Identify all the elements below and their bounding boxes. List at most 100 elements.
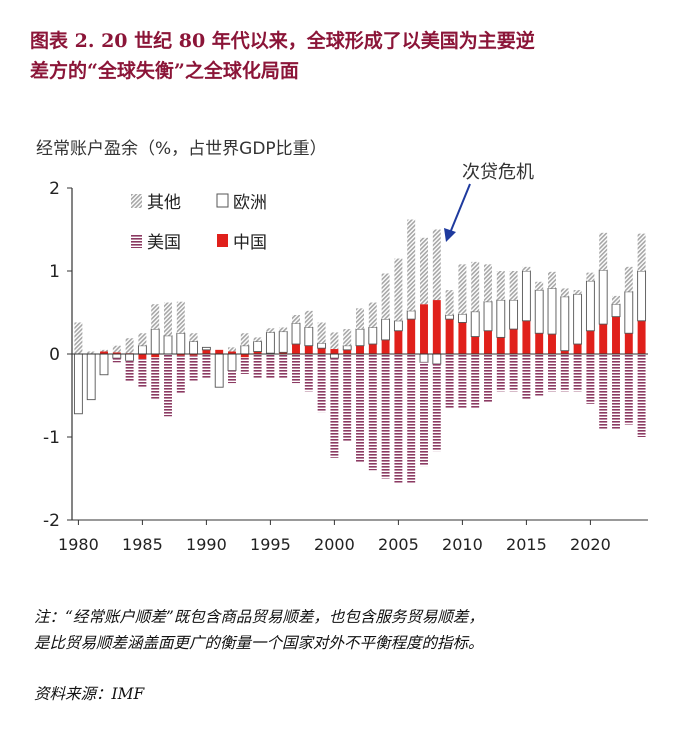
bar-usa-1985 bbox=[138, 358, 147, 389]
y-axis-label: 经常账户盈余（%，占世界GDP比重） bbox=[36, 139, 327, 159]
bar-marks bbox=[73, 219, 647, 483]
bar-china-2017 bbox=[548, 334, 556, 354]
bar-china-1997 bbox=[292, 344, 300, 354]
bar-usa-1987 bbox=[164, 354, 172, 417]
bar-usa-1986 bbox=[151, 357, 160, 399]
figure-title-line1: 图表 2. 20 世纪 80 年代以来，全球形成了以美国为主要逆 bbox=[30, 30, 535, 52]
bar-europe-1986 bbox=[150, 328, 160, 355]
bar-other-1999 bbox=[317, 322, 326, 344]
bar-europe-1995 bbox=[265, 331, 275, 354]
bar-usa-1988 bbox=[176, 355, 185, 394]
bar-china-1999 bbox=[317, 348, 326, 354]
bar-usa-2023 bbox=[624, 354, 633, 425]
bar-other-1998 bbox=[304, 310, 313, 328]
bar-china-2019 bbox=[573, 344, 582, 354]
bar-other-1995 bbox=[266, 328, 275, 333]
bar-europe-1987 bbox=[163, 335, 173, 355]
bar-usa-2001 bbox=[343, 354, 352, 442]
bar-china-2007 bbox=[420, 304, 428, 354]
source-note: 资料来源：IMF bbox=[34, 685, 145, 703]
bar-europe-1980 bbox=[73, 353, 83, 415]
bar-usa-2000 bbox=[330, 358, 339, 458]
bar-other-1984 bbox=[125, 338, 134, 354]
bar-other-2014 bbox=[509, 271, 518, 301]
bar-usa-1983 bbox=[112, 358, 121, 363]
bar-usa-1990 bbox=[202, 354, 211, 379]
bar-usa-2018 bbox=[560, 354, 569, 392]
bar-other-2003 bbox=[368, 302, 377, 328]
bar-china-2016 bbox=[535, 333, 544, 354]
bar-europe-2004 bbox=[381, 318, 391, 341]
bar-europe-2005 bbox=[393, 320, 403, 332]
bar-usa-2019 bbox=[573, 354, 582, 392]
bar-china-2002 bbox=[356, 345, 364, 354]
legend-item-europe: 欧洲 bbox=[216, 193, 267, 213]
subprime-crisis-annotation: 次贷危机 bbox=[444, 162, 534, 242]
bar-europe-2009 bbox=[445, 314, 455, 320]
bar-europe-2007 bbox=[419, 353, 429, 363]
figure-title-line2: 差方的“全球失衡”之全球化局面 bbox=[30, 60, 299, 82]
y-tick-label: -1 bbox=[43, 428, 60, 448]
bar-china-1991 bbox=[215, 349, 224, 354]
bar-europe-1993 bbox=[240, 345, 250, 355]
bar-europe-2014 bbox=[509, 299, 519, 330]
bar-usa-2021 bbox=[599, 354, 608, 429]
bar-europe-2002 bbox=[355, 328, 365, 347]
bar-usa-2020 bbox=[586, 354, 595, 404]
bar-europe-1997 bbox=[291, 322, 301, 345]
bar-other-2015 bbox=[522, 266, 531, 271]
legend-swatch-usa bbox=[131, 234, 142, 248]
bar-china-2024 bbox=[637, 320, 646, 354]
legend-label-china: 中国 bbox=[233, 233, 267, 253]
x-tick-label: 1995 bbox=[250, 535, 291, 554]
bar-other-2020 bbox=[586, 272, 595, 281]
x-tick-label: 1990 bbox=[186, 535, 227, 554]
bar-other-1992 bbox=[228, 347, 236, 352]
legend: 其他 欧洲 美国 中国 bbox=[131, 193, 267, 253]
legend-label-usa: 美国 bbox=[147, 233, 181, 253]
bar-usa-2014 bbox=[509, 354, 518, 392]
bar-china-1990 bbox=[202, 349, 211, 354]
bar-usa-2024 bbox=[637, 354, 646, 437]
bar-other-2010 bbox=[458, 264, 467, 315]
bar-usa-2012 bbox=[484, 354, 492, 403]
bar-europe-1984 bbox=[125, 353, 135, 362]
annotation-arrow-icon bbox=[449, 183, 471, 234]
y-tick-label: 1 bbox=[49, 262, 60, 282]
bar-other-2000 bbox=[330, 332, 339, 350]
bar-europe-1988 bbox=[176, 332, 186, 355]
figure-title: 图表 2. 20 世纪 80 年代以来，全球形成了以美国为主要逆 差方的“全球失… bbox=[30, 26, 660, 86]
bar-europe-1983 bbox=[112, 353, 122, 359]
bar-other-2009 bbox=[445, 290, 454, 315]
bar-china-2009 bbox=[445, 319, 454, 354]
bar-europe-2011 bbox=[470, 311, 480, 338]
bar-other-1983 bbox=[112, 345, 121, 353]
bar-china-2020 bbox=[586, 330, 595, 354]
bar-china-2003 bbox=[368, 344, 377, 354]
bar-europe-1990 bbox=[201, 346, 211, 351]
bar-other-2022 bbox=[612, 295, 620, 305]
bar-usa-2022 bbox=[612, 354, 620, 429]
bar-other-2008 bbox=[432, 229, 441, 301]
legend-label-other: 其他 bbox=[147, 193, 181, 213]
bar-usa-2002 bbox=[356, 354, 364, 462]
legend-item-china: 中国 bbox=[217, 233, 267, 253]
bar-china-1993 bbox=[240, 354, 249, 358]
bar-usa-1989 bbox=[189, 355, 198, 381]
bar-other-1993 bbox=[240, 333, 249, 346]
bar-usa-2006 bbox=[407, 354, 416, 483]
x-tick-label: 2020 bbox=[570, 535, 611, 554]
bar-other-2005 bbox=[394, 258, 403, 321]
bar-usa-2007 bbox=[420, 362, 428, 467]
bar-europe-2015 bbox=[521, 270, 531, 322]
bar-europe-1992 bbox=[227, 353, 237, 372]
y-tick-label: 2 bbox=[49, 179, 60, 199]
bar-china-2013 bbox=[496, 337, 505, 354]
bar-usa-2009 bbox=[445, 354, 454, 408]
bar-europe-1982 bbox=[99, 353, 109, 376]
bar-china-2018 bbox=[560, 350, 569, 354]
bar-europe-1981 bbox=[86, 353, 96, 401]
bar-other-2018 bbox=[560, 288, 569, 297]
bar-europe-2016 bbox=[534, 289, 544, 334]
bar-europe-2017 bbox=[547, 287, 557, 335]
